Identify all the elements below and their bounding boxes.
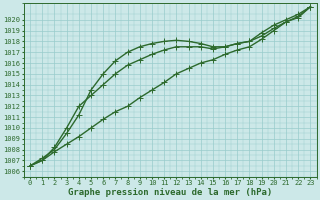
X-axis label: Graphe pression niveau de la mer (hPa): Graphe pression niveau de la mer (hPa) bbox=[68, 188, 272, 197]
